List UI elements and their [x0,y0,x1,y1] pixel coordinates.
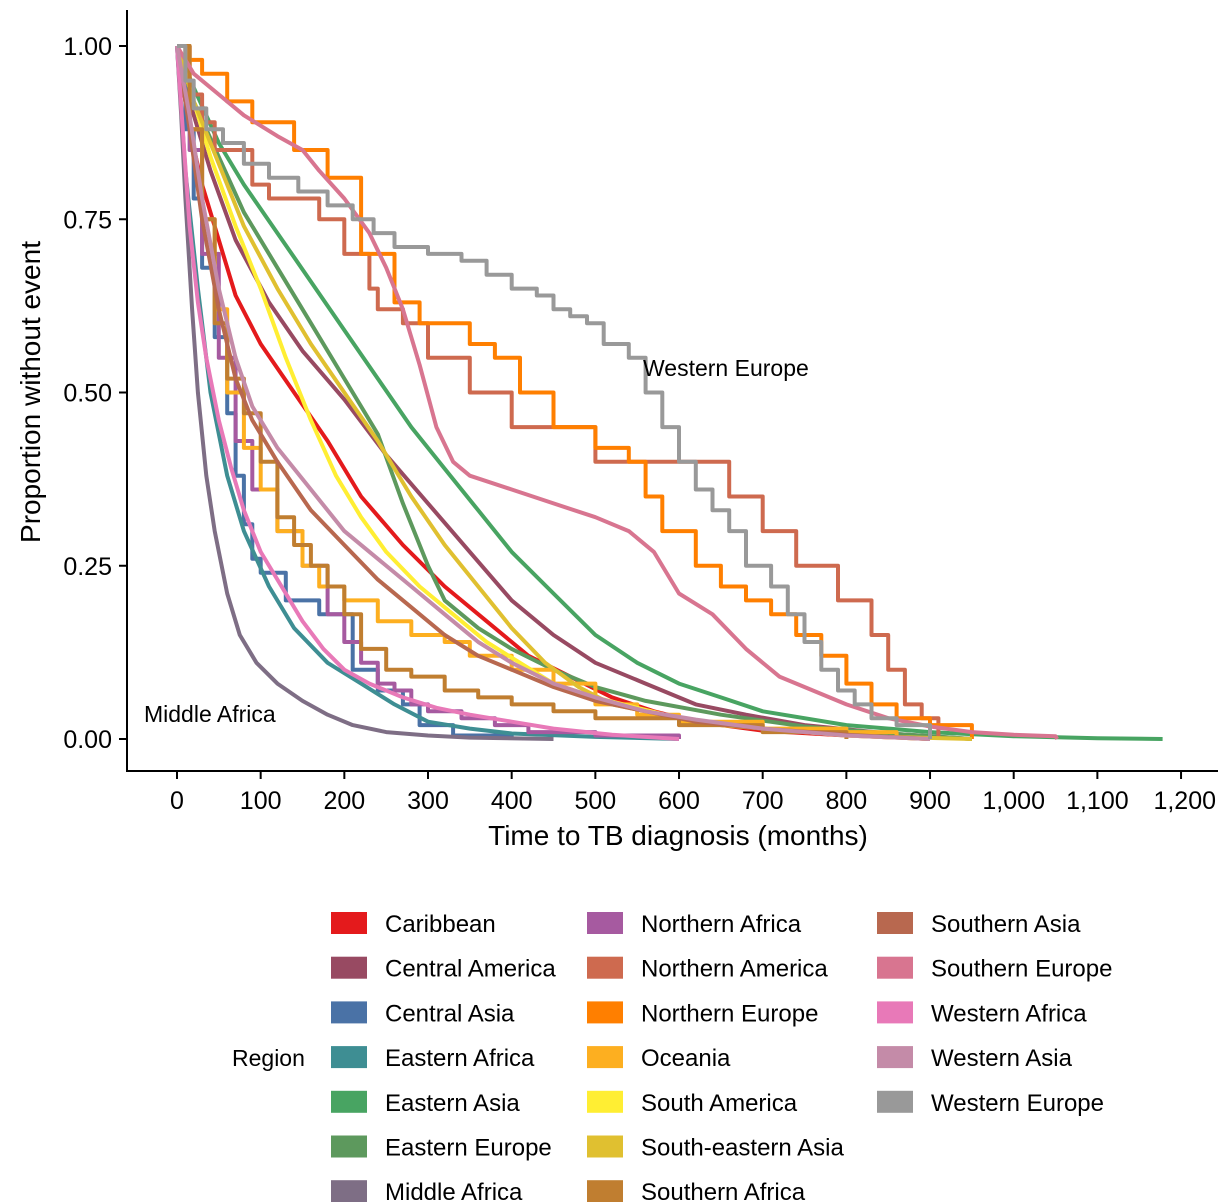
x-tick-label: 400 [491,787,533,815]
legend-swatch-south-eastern-asia [587,1135,623,1158]
y-axis-title: Proportion without event [15,241,46,543]
series-line-northern-america [177,44,941,739]
series-line-western-africa [175,45,680,741]
legend-swatch-northern-america [587,956,623,979]
legend-label-northern-europe: Northern Europe [641,1000,818,1027]
legend-swatch-western-europe [877,1090,913,1113]
x-tick-label: 900 [909,787,951,815]
x-tick-label: 300 [407,787,449,815]
series-line-eastern-asia [175,45,1163,741]
legend-swatch-oceania [587,1046,623,1069]
legend-swatch-northern-europe [587,1001,623,1024]
legend-label-northern-africa: Northern Africa [641,911,802,938]
legend-swatch-middle-africa [331,1180,367,1202]
legend-swatch-central-america [331,956,367,979]
legend-title: Region [232,1045,305,1071]
y-tick-label: 0.75 [63,206,112,234]
legend-label-southern-africa: Southern Africa [641,1179,806,1202]
legend-label-south-eastern-asia: South-eastern Asia [641,1135,844,1162]
series-line-western-asia [175,45,931,741]
legend-swatch-southern-asia [877,912,913,934]
annotation-middle-africa: Middle Africa [144,701,276,727]
legend-swatch-southern-europe [877,956,913,979]
y-tick-label: 0.00 [63,726,112,754]
y-tick-label: 1.00 [63,33,112,61]
legend-swatch-central-asia [331,1001,367,1024]
legend-label-western-europe: Western Europe [931,1090,1104,1117]
legend-label-middle-africa: Middle Africa [385,1179,523,1202]
legend-swatch-northern-africa [587,912,623,934]
legend-swatch-eastern-europe [331,1135,367,1158]
x-axis-title: Time to TB diagnosis (months) [488,820,868,851]
legend-label-south-america: South America [641,1090,798,1117]
legend-label-northern-america: Northern America [641,956,828,983]
legend-swatch-western-asia [877,1046,913,1069]
annotation-western-europe: Western Europe [643,355,809,381]
x-tick-label: 100 [240,787,282,815]
legend-label-central-america: Central America [385,956,556,983]
series-line-eastern-europe [175,45,973,741]
series-curves [175,44,1163,741]
y-tick-label: 0.25 [63,553,112,581]
legend-swatch-caribbean [331,912,367,934]
series-line-southern-europe [175,44,1059,741]
y-tick-label: 0.50 [63,380,112,408]
x-tick-label: 800 [826,787,868,815]
legend-label-oceania: Oceania [641,1045,731,1072]
x-tick-label: 1,100 [1066,787,1129,815]
x-tick-label: 700 [742,787,784,815]
x-tick-label: 200 [323,787,365,815]
legend-label-western-africa: Western Africa [931,1000,1087,1027]
legend-label-western-asia: Western Asia [931,1045,1073,1072]
legend: Caribbean Central America Central Asia East… [331,911,1112,1202]
legend-swatch-western-africa [877,1001,913,1024]
legend-label-eastern-africa: Eastern Africa [385,1045,535,1072]
x-tick-label: 500 [574,787,616,815]
series-line-middle-africa [175,45,554,741]
legend-swatch-south-america [587,1090,623,1113]
x-tick-label: 0 [170,787,184,815]
x-tick-label: 1,200 [1153,787,1216,815]
series-line-western-europe [177,44,932,739]
legend-label-southern-europe: Southern Europe [931,956,1112,983]
legend-swatch-eastern-africa [331,1046,367,1069]
legend-label-caribbean: Caribbean [385,911,496,938]
series-line-central-america [175,45,973,741]
legend-swatch-eastern-asia [331,1090,367,1113]
x-tick-label: 600 [658,787,700,815]
x-ticks: 0 100 200 300 400 500 600 700 800 900 1,000 1,100 1,… [170,771,1216,815]
legend-label-eastern-europe: Eastern Europe [385,1135,552,1162]
x-tick-label: 1,000 [982,787,1045,815]
y-ticks: 0.00 0.25 0.50 0.75 1.00 [63,33,127,754]
legend-swatch-southern-africa [587,1180,623,1202]
series-line-northern-europe [177,44,974,739]
legend-label-eastern-asia: Eastern Asia [385,1090,520,1117]
legend-label-central-asia: Central Asia [385,1000,515,1027]
legend-label-southern-asia: Southern Asia [931,911,1081,938]
